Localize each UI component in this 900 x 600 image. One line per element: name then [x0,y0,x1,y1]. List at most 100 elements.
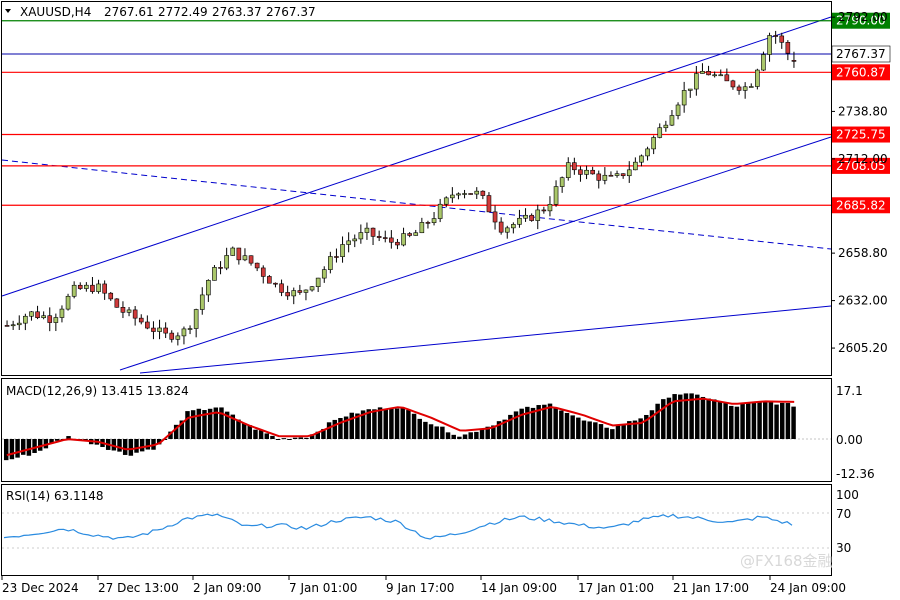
candle-body [254,262,260,269]
macd-bar [576,417,581,439]
upper-channel-line[interactable] [1,16,832,297]
candle-body [431,218,437,223]
macd-bar [360,410,366,439]
candle-body [626,169,632,177]
macd-bar [168,431,173,439]
macd-bar [763,400,768,439]
macd-bar [496,421,502,439]
candle-body [163,327,168,334]
macd-bar [321,428,326,439]
candle-body [602,174,608,181]
macd-bar [275,439,281,440]
macd-bar [661,399,666,439]
candle-body [218,267,223,269]
current-price-label: 2767.37 [836,47,886,61]
candle-body [669,115,675,126]
macd-bar [774,404,779,439]
macd-bar [309,434,315,439]
price-axis: 2792.00 2738.80 2712.00 2658.80 2632.00 2605.… [831,10,888,355]
macd-bar [649,410,655,439]
candle-body [639,155,644,163]
candle-body [535,209,541,221]
candle-body [425,222,431,224]
candle-body [547,204,553,212]
candle-body [401,233,406,246]
candle-body [16,322,22,326]
macd-bar [791,406,796,439]
macd-tick-bottom: -12.36 [836,467,875,481]
candle-body [352,238,358,242]
candle-body [687,88,693,91]
candle-body [450,194,455,199]
macd-bar [394,408,400,439]
macd-bar [751,401,757,439]
candle-body [736,86,742,91]
price-tick-label: 2632.00 [838,294,888,308]
candle-body [755,69,760,87]
time-tick-label: 9 Jan 17:00 [386,581,454,595]
macd-bar [230,414,236,439]
macd-bar [207,408,213,439]
candle-body [590,169,595,175]
macd-bar [411,413,417,439]
candle-body [456,193,461,196]
price-panel [1,1,832,376]
macd-label: MACD(12,26,9) 13.415 13.824 [6,384,189,398]
lower-channel-line[interactable] [119,136,832,371]
macd-bar [417,418,422,439]
macd-bar [734,406,740,439]
candle-body [212,267,217,281]
candle-body [523,214,528,219]
candle-body [328,256,333,270]
candle-body [126,309,132,313]
macd-bar [445,432,451,439]
long-support-line[interactable] [139,305,832,374]
candle-body [443,197,449,205]
level-label-box [832,64,890,81]
macd-bar [768,402,774,439]
macd-bar [43,439,49,449]
macd-bar [457,436,462,439]
candle-body [29,311,34,317]
candle-body [10,324,16,327]
candle-body [785,42,791,54]
candle-body [65,295,71,310]
macd-bar [236,419,241,439]
candle-body [303,289,309,293]
candle-body [47,315,53,323]
candle-body [407,233,412,236]
trend-lines[interactable] [1,16,832,374]
candle-body [712,74,717,77]
candle-body [193,309,199,329]
candle-body [364,227,370,233]
macd-bar [644,414,649,439]
macd-tick-zero: 0.00 [836,433,863,447]
time-axis: 23 Dec 2024 27 Dec 13:00 2 Jan 09:00 7 Jan … [1,576,846,595]
candle-body [242,255,248,261]
dropdown-triangle-icon[interactable] [5,9,11,13]
candle-body [657,127,663,138]
macd-bar [304,437,309,439]
candle-body [706,70,711,76]
candle-body [285,292,290,297]
macd-bar [26,439,32,456]
dashed-trend-line[interactable] [1,159,832,250]
candle-body [517,217,522,225]
candle-body [35,311,40,319]
macd-bar [287,439,292,440]
macd-bar [355,413,360,439]
price-tick-label: 2738.80 [838,104,888,118]
macd-signal-line [6,397,795,457]
macd-histogram [4,393,796,461]
candle-body [297,290,303,293]
candle-body [614,173,620,176]
candle-body [340,244,345,257]
candle-body [96,283,101,292]
candle-body [145,321,150,329]
level-label: 2725.75 [836,128,886,142]
watermark: @FX168金融 [740,552,833,570]
macd-bar [156,439,162,445]
macd-bar [757,401,762,439]
candle-body [694,73,699,90]
